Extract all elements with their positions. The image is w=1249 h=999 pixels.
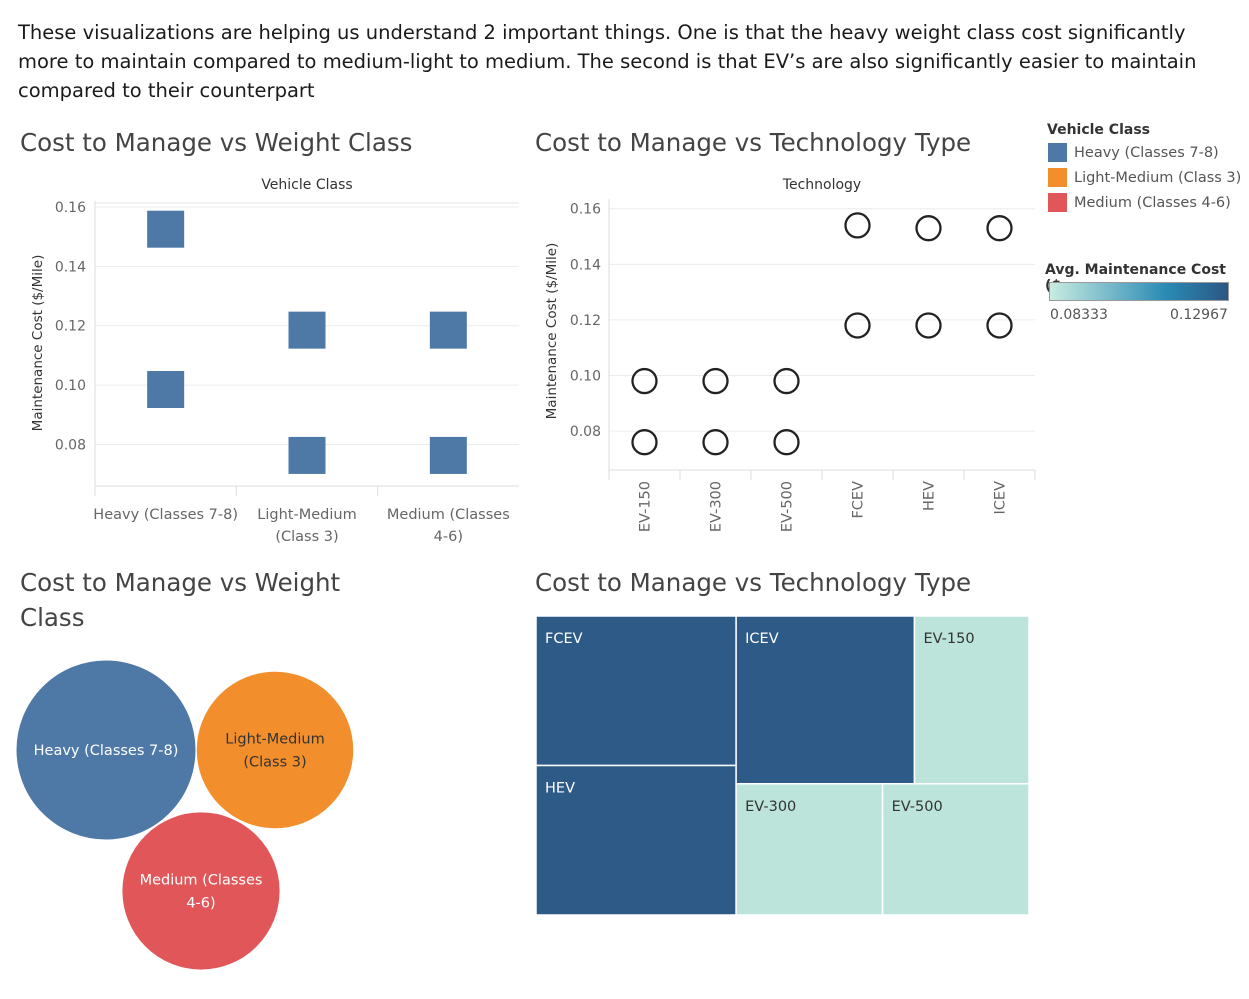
tech-scatter-circle bbox=[844, 312, 871, 339]
weight-scatter-header: Vehicle Class bbox=[261, 177, 352, 193]
treemap-label: EV-500 bbox=[892, 799, 943, 815]
tech-scatter-circle bbox=[702, 367, 729, 395]
bubble-circle bbox=[121, 811, 281, 971]
legend-label-light-medium: Light-Medium (Class 3) bbox=[1074, 169, 1242, 186]
tech-scatter-circle bbox=[702, 429, 729, 456]
tech-scatter-circle bbox=[631, 367, 658, 395]
weight-scatter-ylabel: Maintenance Cost ($/Mile) bbox=[30, 255, 46, 432]
weight-scatter-square bbox=[147, 210, 185, 248]
bubble-label: Medium (Classes bbox=[140, 873, 263, 889]
weight-scatter-ytick: 0.14 bbox=[55, 259, 86, 275]
treemap-cell-ev-300 bbox=[735, 783, 884, 916]
weight-scatter-xtick: Heavy (Classes 7-8) bbox=[93, 507, 238, 523]
weight-scatter-xtick: (Class 3) bbox=[275, 529, 338, 545]
tech-scatter-xtick: FCEV bbox=[851, 481, 867, 519]
tech-scatter-xtick: HEV bbox=[922, 481, 938, 511]
weight-scatter-square bbox=[429, 436, 467, 474]
treemap-cell-ev-500 bbox=[881, 783, 1030, 916]
bubble-label: 4-6) bbox=[186, 896, 215, 912]
treemap-label: EV-300 bbox=[745, 799, 796, 815]
chart-title-tech-treemap: Cost to Manage vs Technology Type bbox=[535, 568, 972, 597]
weight-scatter-square bbox=[288, 311, 326, 349]
bubble-label: Heavy (Classes 7-8) bbox=[34, 743, 179, 759]
tech-scatter-circle bbox=[986, 215, 1013, 242]
weight-scatter-square bbox=[288, 436, 326, 474]
treemap-cell-hev bbox=[535, 764, 737, 916]
tech-scatter-circle bbox=[915, 312, 942, 339]
bubble-label: (Class 3) bbox=[243, 755, 306, 771]
gradient-legend-max: 0.12967 bbox=[1170, 307, 1228, 323]
tech-scatter-ytick: 0.16 bbox=[570, 202, 601, 218]
tech-scatter-circle bbox=[773, 429, 800, 456]
tech-scatter-circle bbox=[986, 312, 1013, 339]
tech-scatter-header: Technology bbox=[782, 177, 861, 193]
weight-scatter-square bbox=[429, 311, 467, 349]
tech-scatter-circle bbox=[915, 215, 942, 242]
legend-item-light-medium[interactable]: Light-Medium (Class 3) bbox=[1048, 168, 1241, 187]
legend-label-heavy: Heavy (Classes 7-8) bbox=[1074, 144, 1219, 161]
tech-scatter-xtick: EV-300 bbox=[709, 481, 725, 532]
gradient-legend-min: 0.08333 bbox=[1050, 307, 1108, 323]
legend-label-medium: Medium (Classes 4-6) bbox=[1074, 194, 1231, 211]
chart-title-tech-scatter: Cost to Manage vs Technology Type bbox=[535, 128, 972, 157]
tech-scatter-ylabel: Maintenance Cost ($/Mile) bbox=[544, 243, 560, 420]
weight-scatter-square bbox=[147, 371, 185, 409]
tech-scatter-xtick: ICEV bbox=[993, 481, 1009, 515]
weight-scatter-ytick: 0.16 bbox=[55, 200, 86, 216]
tech-scatter-ytick: 0.12 bbox=[570, 313, 601, 329]
legend-title: Vehicle Class bbox=[1047, 122, 1150, 138]
legend-swatch-heavy bbox=[1048, 143, 1067, 162]
chart-title-weight-bubbles: Cost to Manage vs Weight Class bbox=[20, 568, 341, 632]
weight-scatter-ytick: 0.12 bbox=[55, 319, 86, 335]
weight-scatter-xtick: Light-Medium bbox=[257, 507, 356, 523]
bubble-circle bbox=[195, 670, 355, 830]
tech-scatter-ytick: 0.10 bbox=[570, 368, 601, 384]
tech-scatter-ytick: 0.14 bbox=[570, 257, 601, 273]
treemap-label: ICEV bbox=[745, 631, 779, 647]
treemap-label: HEV bbox=[545, 781, 575, 797]
legend-item-medium[interactable]: Medium (Classes 4-6) bbox=[1048, 193, 1231, 212]
tech-scatter-circle bbox=[773, 367, 800, 395]
weight-scatter-ytick: 0.08 bbox=[55, 437, 86, 453]
treemap-cell-fcev bbox=[535, 615, 737, 767]
gradient-legend-bar bbox=[1049, 282, 1229, 301]
weight-scatter-xtick: Medium (Classes bbox=[387, 507, 510, 523]
tech-scatter-xtick: EV-500 bbox=[780, 481, 796, 532]
weight-scatter-xtick: 4-6) bbox=[434, 529, 463, 545]
treemap-label: EV-150 bbox=[923, 631, 974, 647]
treemap-cell-icev bbox=[735, 615, 916, 785]
tech-scatter-ytick: 0.08 bbox=[570, 424, 601, 440]
chart-title-weight-scatter: Cost to Manage vs Weight Class bbox=[20, 128, 413, 157]
tech-scatter-circle bbox=[631, 429, 658, 456]
legend-item-heavy[interactable]: Heavy (Classes 7-8) bbox=[1048, 143, 1219, 162]
intro-text: These visualizations are helping us unde… bbox=[18, 21, 1197, 102]
treemap-label: FCEV bbox=[545, 631, 583, 647]
legend-swatch-medium bbox=[1048, 193, 1067, 212]
tech-scatter-circle bbox=[844, 212, 871, 239]
weight-scatter-ytick: 0.10 bbox=[55, 378, 86, 394]
tech-scatter-xtick: EV-150 bbox=[638, 481, 654, 532]
legend-swatch-light-medium bbox=[1048, 168, 1067, 187]
bubble-label: Light-Medium bbox=[225, 732, 324, 748]
